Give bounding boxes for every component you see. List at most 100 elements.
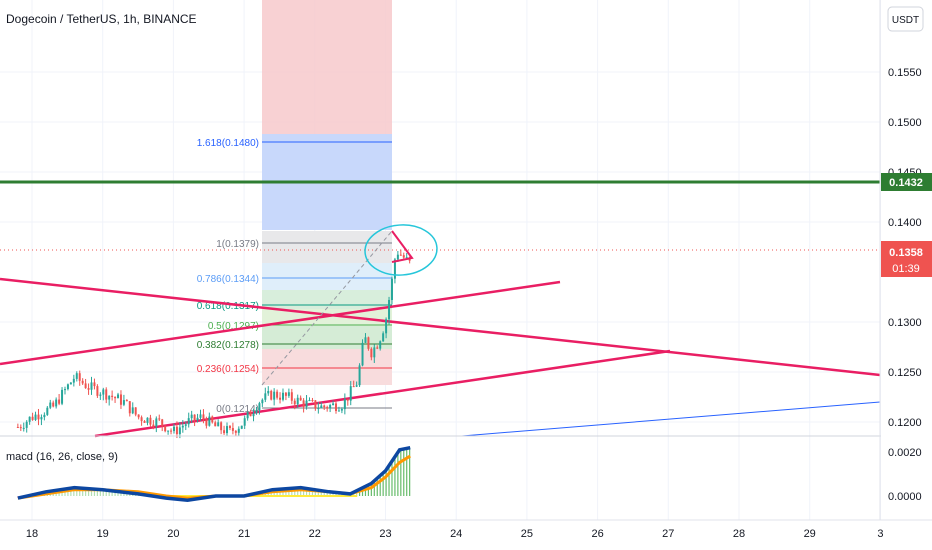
- channel-lower-trendline[interactable]: [94, 349, 671, 438]
- descending-trendline[interactable]: [0, 277, 881, 377]
- time-tick: 23: [379, 528, 391, 540]
- price-tick: 0.1400: [888, 217, 922, 229]
- fib-level-label: 0(0.1214): [216, 404, 259, 415]
- candle-body: [55, 399, 58, 407]
- candle-body: [290, 392, 293, 401]
- candle-body: [237, 428, 240, 433]
- candle-body: [84, 383, 87, 389]
- candle-body: [170, 430, 173, 432]
- candle-body: [96, 386, 99, 396]
- macd-tick: 0.0020: [888, 447, 922, 459]
- candle-body: [385, 319, 388, 334]
- fib-level-label: 0.5(0.1297): [208, 321, 259, 332]
- candle-body: [46, 407, 49, 415]
- candle-body: [178, 427, 181, 435]
- candle-body: [37, 414, 40, 420]
- fib-zone-2: [262, 263, 392, 290]
- candle-body: [214, 422, 217, 427]
- candle-body: [396, 254, 399, 260]
- candle-body: [287, 392, 290, 396]
- fib-zone-1: [262, 231, 392, 263]
- candle-body: [405, 257, 408, 259]
- candle-body: [402, 255, 405, 258]
- macd-line: [17, 445, 411, 502]
- candle-body: [255, 410, 258, 414]
- candle-body: [193, 414, 196, 421]
- candle-body: [137, 414, 140, 418]
- candle-body: [187, 418, 190, 425]
- time-axis-ticks[interactable]: 18 19 20 21 22 23 24 25 26 27 28 29 3: [26, 528, 884, 540]
- candle-body: [252, 413, 255, 417]
- channel-upper-trendline[interactable]: [0, 280, 561, 366]
- time-tick: 26: [591, 528, 603, 540]
- blue-trendline[interactable]: [461, 401, 881, 437]
- chart-title: Dogecoin / TetherUS, 1h, BINANCE: [6, 12, 197, 26]
- candle-body: [314, 400, 317, 409]
- candle-body: [311, 400, 314, 402]
- price-tick: 0.1500: [888, 117, 922, 129]
- candle-body: [320, 405, 323, 409]
- fib-level-label: 1(0.1379): [216, 239, 259, 250]
- candle-body: [49, 402, 52, 408]
- time-tick: 19: [97, 528, 109, 540]
- fibonacci-retracement[interactable]: 1.618(0.1480) 1(0.1379) 0.786(0.1344) 0.618…: [197, 138, 392, 415]
- candle-body: [105, 389, 108, 400]
- candle-body: [299, 397, 302, 401]
- candle-body: [134, 407, 137, 415]
- candle-body: [108, 395, 111, 400]
- candle-body: [43, 414, 46, 418]
- fib-level-label: 0.382(0.1278): [197, 340, 259, 351]
- candle-countdown: 01:39: [892, 263, 920, 275]
- candle-body: [22, 427, 25, 429]
- candle-body: [258, 403, 261, 411]
- candle-body: [243, 418, 246, 426]
- time-tick: 18: [26, 528, 38, 540]
- svg-text:USDT: USDT: [892, 15, 919, 26]
- ellipse-drawing[interactable]: [363, 223, 438, 278]
- candle-body: [211, 416, 214, 423]
- candle-body: [305, 400, 308, 407]
- price-tick: 0.1250: [888, 367, 922, 379]
- candle-body: [246, 412, 249, 419]
- candle-body: [90, 382, 93, 390]
- price-tick: 0.1300: [888, 317, 922, 329]
- candle-body: [196, 417, 199, 421]
- candle-body: [155, 418, 158, 427]
- candle-body: [364, 337, 367, 343]
- candle-body: [329, 405, 332, 409]
- fib-zone-6: [262, 349, 392, 385]
- candle-body: [220, 422, 223, 431]
- candle-body: [99, 394, 102, 396]
- candle-body: [66, 384, 69, 390]
- candle-body: [143, 421, 146, 423]
- candle-body: [399, 254, 402, 256]
- candle-body: [184, 424, 187, 426]
- candle-body: [217, 422, 220, 427]
- candle-body: [273, 391, 276, 400]
- candle-body: [373, 347, 376, 358]
- candle-body: [355, 385, 358, 387]
- currency-button[interactable]: USDT: [887, 6, 924, 32]
- candle-body: [376, 347, 379, 349]
- candle-body: [152, 424, 155, 427]
- candle-body: [31, 416, 34, 420]
- candle-body: [231, 428, 234, 431]
- fib-zone-3: [262, 290, 392, 309]
- candle-body: [367, 337, 370, 349]
- candle-body: [19, 427, 22, 429]
- stop-zone-red: [262, 0, 392, 134]
- fib-trend-dashed: [261, 230, 393, 386]
- candle-body: [202, 414, 205, 419]
- macd-legend[interactable]: macd (16, 26, close, 9): [6, 451, 118, 463]
- triangle-drawing[interactable]: [391, 230, 414, 263]
- time-tick: 29: [804, 528, 816, 540]
- candle-body: [361, 342, 364, 366]
- macd-tick: 0.0000: [888, 491, 922, 503]
- candle-body: [208, 416, 211, 426]
- candle-body: [190, 414, 193, 419]
- candlestick-series: [16, 249, 411, 439]
- candle-body: [332, 403, 335, 406]
- candle-body: [102, 389, 105, 395]
- candle-body: [16, 427, 19, 428]
